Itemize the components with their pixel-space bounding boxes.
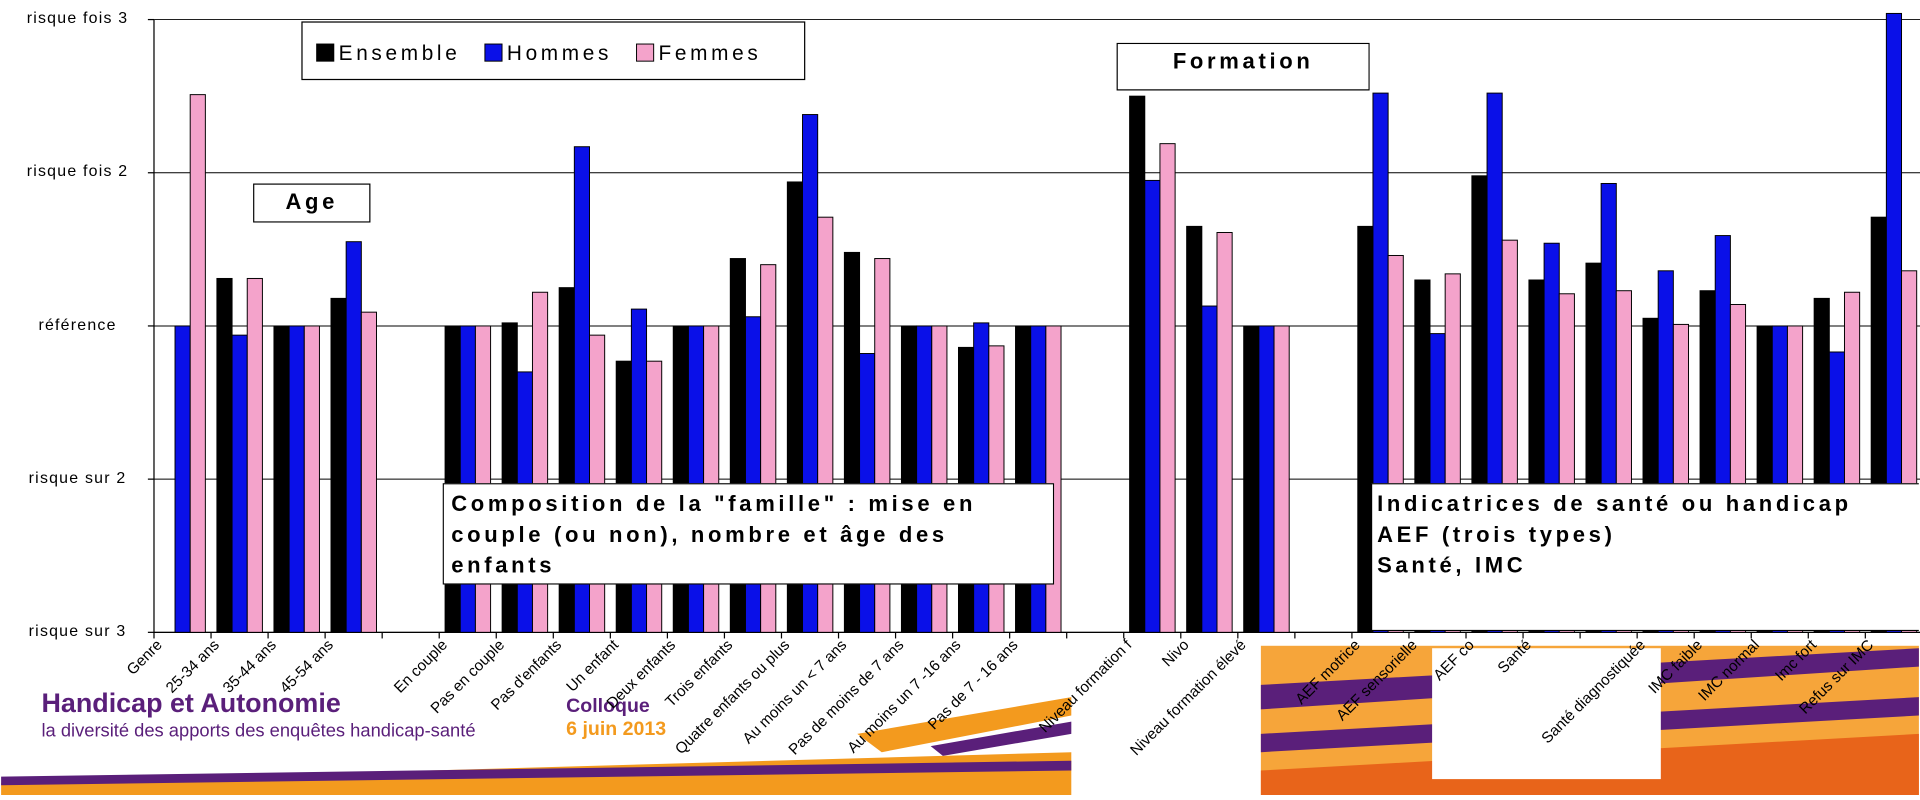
x-tick-label: Niveau formation f (1036, 636, 1136, 736)
annotation-box: Composition de la "famille" : mise en co… (442, 483, 1055, 585)
legend-label: Hommes (507, 42, 612, 65)
bar (672, 325, 689, 633)
stripe (857, 697, 1072, 753)
bar (303, 325, 320, 633)
annotation-box: Age (253, 183, 371, 223)
bar (973, 322, 990, 633)
annotation: Age (253, 183, 371, 223)
x-tick-label: En couple (391, 637, 451, 697)
banner-subtitle: la diversité des apports des enquêtes ha… (41, 719, 475, 740)
bar (216, 277, 233, 633)
y-tick-label-box: risque fois 3 (26, 8, 129, 27)
annotation: Indicatrices de santé ou handicap (1377, 491, 1852, 517)
y-tick-label: risque fois 3 (26, 8, 129, 27)
legend-swatch (484, 43, 503, 62)
bar (703, 325, 720, 633)
banner-event: Colloque (566, 695, 650, 717)
y-tick-label: risque sur 3 (28, 621, 127, 640)
y-tick-label: référence (38, 314, 117, 334)
legend-swatch (636, 43, 655, 62)
legend-box (301, 21, 806, 81)
white-box (1432, 648, 1661, 780)
legend-label: Ensemble (339, 42, 461, 65)
banner-date: 6 juin 2013 (566, 718, 666, 740)
stripe (930, 721, 1072, 756)
bar (1216, 232, 1233, 633)
x-tick-label: Quatre enfants ou plus (672, 636, 793, 757)
annotation-box: Indicatrices de santé ou handicap AEF (tr… (1370, 483, 1919, 632)
x-tick-label: Niveau formation élevé (1127, 637, 1249, 759)
bar (931, 325, 948, 633)
bar (501, 322, 518, 633)
legend: Ensemble Hommes Femmes (301, 21, 806, 81)
bar (1045, 325, 1062, 633)
bar (744, 316, 762, 633)
annotation-box: Formation (1116, 42, 1370, 91)
bar (345, 241, 362, 633)
bar (231, 334, 248, 633)
bar (1144, 179, 1161, 633)
legend-swatch (316, 43, 335, 62)
legend-label: Femmes (659, 42, 762, 65)
bar (1201, 305, 1218, 633)
bar (189, 94, 206, 633)
y-tick-label-box: risque sur 2 (28, 468, 127, 487)
bar (474, 325, 492, 633)
annotation: AEF (trois types) (1377, 522, 1616, 547)
y-tick-label-box: risque sur 3 (28, 621, 127, 640)
bar (916, 325, 933, 633)
annotation: Composition de la "famille" : mise en co… (442, 483, 1055, 585)
bar (273, 325, 290, 633)
bar (900, 325, 918, 633)
bar (459, 325, 476, 633)
annotation: Formation (1116, 42, 1370, 91)
x-tick-label: Nivo (1159, 637, 1193, 671)
x-tick-label: Un enfant (563, 636, 622, 695)
y-tick-label: risque sur 2 (28, 468, 127, 487)
y-tick-label-box: risque fois 2 (26, 161, 129, 181)
bar (330, 297, 347, 633)
bar (1159, 143, 1176, 633)
annotation: Santé, IMC (1377, 552, 1527, 578)
bar (1273, 325, 1290, 633)
bar (246, 277, 263, 633)
bar (1015, 325, 1032, 633)
bar (1186, 225, 1203, 633)
y-tick-label-box: référence (38, 314, 117, 334)
bar (1030, 325, 1047, 633)
bar (174, 325, 191, 633)
stripe (1, 760, 1072, 786)
annotation-group: Indicatrices de santé ou handicap AEF (tr… (1370, 483, 1919, 632)
banner-title: Handicap et Autonomie (41, 688, 340, 718)
banner: Handicap et Autonomie la diversité des a… (1, 645, 1919, 795)
bar (360, 311, 377, 633)
y-tick-label: risque fois 2 (26, 161, 129, 181)
bar (1129, 95, 1146, 633)
bar (444, 325, 461, 633)
bar (1258, 325, 1275, 633)
bar (1243, 325, 1260, 633)
x-tick-label: Au moins un < 7 ans (740, 636, 851, 747)
bar (288, 325, 305, 633)
bar (687, 325, 705, 633)
